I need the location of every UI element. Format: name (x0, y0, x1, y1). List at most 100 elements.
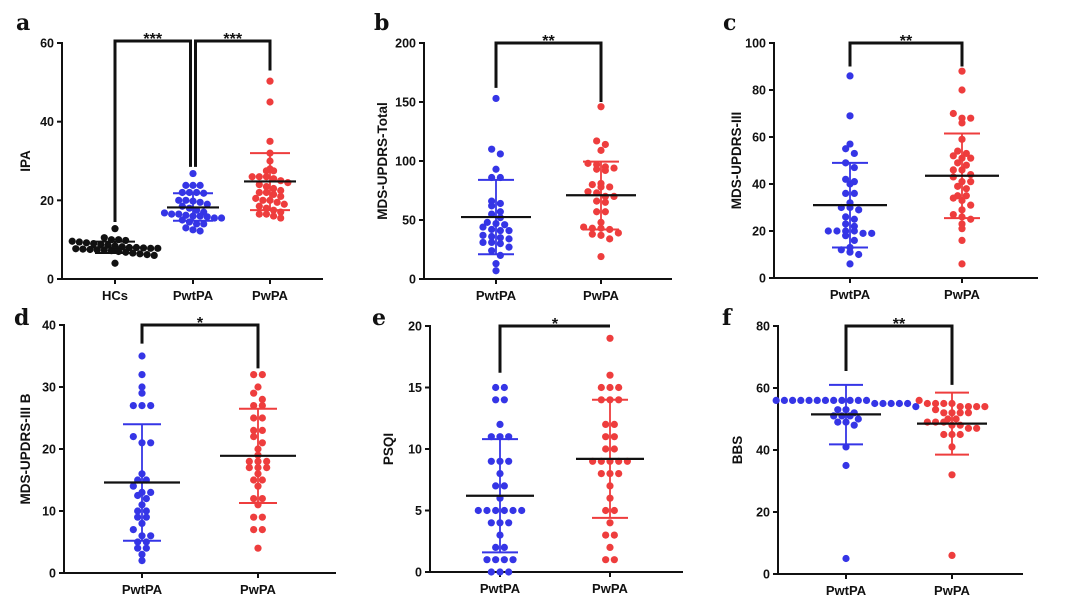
data-point (129, 482, 137, 490)
y-tick-label: 60 (40, 37, 54, 51)
data-point (500, 543, 508, 552)
data-point (479, 223, 487, 231)
data-point (147, 244, 155, 252)
data-point (842, 175, 850, 183)
data-point (134, 513, 142, 521)
data-point (931, 399, 940, 408)
data-point (189, 226, 197, 234)
data-point (192, 220, 201, 228)
data-point (505, 243, 513, 251)
data-point (854, 415, 862, 423)
data-point (842, 554, 850, 563)
data-point (258, 476, 266, 484)
x-tick-label: PwPA (252, 288, 288, 303)
data-point (483, 218, 491, 226)
data-point (967, 201, 975, 209)
data-point (217, 214, 226, 222)
data-point (505, 568, 513, 576)
data-point (196, 212, 204, 220)
data-point (842, 220, 850, 228)
data-point (492, 260, 500, 268)
x-tick-label: PwPA (944, 287, 980, 302)
data-point (142, 513, 150, 521)
data-point (597, 252, 605, 261)
data-point (269, 212, 278, 220)
data-point (143, 251, 151, 259)
series-PwPA (915, 391, 989, 560)
data-point (250, 495, 258, 503)
y-tick-label: 100 (395, 155, 416, 169)
data-point (772, 396, 780, 404)
data-point (488, 232, 496, 241)
data-point (182, 224, 190, 232)
data-point (871, 399, 879, 408)
data-point (606, 383, 614, 392)
data-point (949, 109, 957, 118)
series-PwtPA (466, 383, 534, 576)
data-point (496, 568, 504, 576)
data-point (488, 210, 496, 218)
data-point (842, 232, 850, 240)
data-point (601, 198, 609, 206)
y-axis-title: PSQI (381, 433, 396, 465)
data-point (601, 140, 609, 149)
data-point (488, 225, 496, 234)
data-point (245, 457, 253, 465)
y-tick-label: 0 (763, 568, 770, 582)
data-point (75, 238, 83, 246)
panel-a: a 0 20 40 60 IPA HCs PwtPA PwPA *** *** (16, 10, 323, 303)
data-point (189, 169, 197, 178)
data-point (250, 526, 258, 534)
significance-bracket (498, 324, 610, 373)
data-point (129, 433, 137, 441)
data-point (597, 470, 605, 478)
panel-c: c 0 20 40 60 80 100 MDS-UPDRS-III PwtPA PwPA ** (723, 10, 1038, 302)
panel-letter: d (14, 305, 29, 331)
data-point (912, 403, 920, 411)
data-point (280, 200, 288, 208)
data-point (949, 210, 957, 219)
data-point (834, 406, 842, 414)
data-point (142, 507, 150, 515)
data-point (262, 173, 271, 181)
data-point (797, 396, 805, 404)
x-tick-label: PwtPA (122, 582, 163, 597)
data-point (488, 202, 496, 210)
data-point (269, 167, 278, 175)
data-point (956, 430, 964, 439)
data-point (250, 426, 258, 434)
y-tick-label: 40 (40, 115, 54, 129)
y-tick-label: 20 (408, 320, 422, 334)
data-point (266, 137, 274, 145)
data-point (492, 267, 500, 275)
data-point (610, 531, 618, 539)
data-point (258, 395, 266, 403)
data-point (958, 86, 966, 94)
data-point (855, 206, 863, 214)
series-PwPA (576, 334, 644, 564)
data-point (254, 544, 262, 552)
data-point (79, 245, 87, 253)
data-point (967, 215, 975, 223)
series-PwPA (244, 77, 296, 222)
data-point (838, 396, 846, 404)
data-point (142, 495, 150, 503)
data-point (962, 149, 970, 158)
y-tick-label: 60 (756, 382, 770, 396)
data-point (496, 234, 504, 242)
data-point (501, 221, 509, 229)
data-point (496, 199, 504, 208)
data-point (862, 396, 871, 404)
data-point (496, 227, 504, 235)
significance-bracket (848, 41, 964, 67)
data-point (940, 430, 948, 439)
y-tick-label: 10 (408, 443, 422, 457)
data-point (954, 182, 962, 190)
data-point (138, 383, 146, 391)
data-point (967, 171, 975, 179)
data-point (111, 225, 119, 233)
data-point (904, 399, 912, 408)
data-point (492, 556, 500, 564)
data-point (954, 147, 962, 155)
